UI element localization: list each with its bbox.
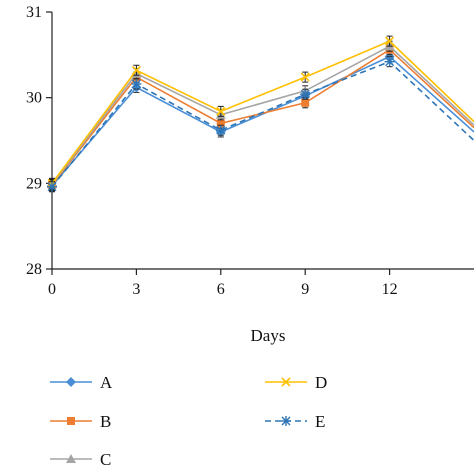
x-tick-label: 6 xyxy=(217,281,225,298)
legend-marker xyxy=(281,377,291,387)
legend-item-d: D xyxy=(265,373,327,392)
legend-item-b: B xyxy=(50,412,111,431)
y-tick-label: 28 xyxy=(26,261,42,278)
data-point-b xyxy=(216,119,225,128)
legend-item-c: C xyxy=(50,450,111,469)
legend-label: A xyxy=(100,373,113,392)
legend-item-a: A xyxy=(50,373,113,392)
series-layer xyxy=(47,35,474,193)
chart-axes: 28 29 30 31 0 3 6 9 12 xyxy=(26,4,474,298)
data-point-d xyxy=(131,65,141,75)
legend-label: B xyxy=(100,412,111,431)
x-tick-label: 0 xyxy=(48,281,56,298)
data-point-b xyxy=(301,98,310,107)
y-tick-label: 29 xyxy=(26,175,42,192)
data-point-d xyxy=(300,72,310,82)
series-a xyxy=(47,51,474,192)
x-tick-label: 12 xyxy=(382,281,398,298)
data-point-e xyxy=(384,56,395,67)
y-tick-label: 31 xyxy=(26,4,42,21)
series-line-e xyxy=(51,60,474,188)
series-d xyxy=(47,35,474,189)
x-tick-label: 3 xyxy=(132,281,140,298)
series-e xyxy=(47,56,474,193)
x-axis-title: Days xyxy=(251,326,286,345)
data-point-e xyxy=(300,89,311,100)
series-line-d xyxy=(51,40,474,184)
data-point-e xyxy=(215,125,226,136)
legend-marker xyxy=(67,417,75,425)
legend-item-e: E xyxy=(265,412,325,431)
y-tick-label: 30 xyxy=(26,90,42,107)
data-point-e xyxy=(47,181,57,192)
data-point-d xyxy=(216,106,226,116)
legend-label: C xyxy=(100,450,111,469)
series-line-b xyxy=(51,48,474,186)
series-line-a xyxy=(51,55,474,187)
legend-marker xyxy=(66,454,76,463)
x-tick-label: 9 xyxy=(301,281,309,298)
legend-marker xyxy=(66,377,76,387)
legend-label: E xyxy=(315,412,325,431)
legend-label: D xyxy=(315,373,327,392)
legend-marker xyxy=(281,416,291,426)
series-line-c xyxy=(51,45,474,185)
legend: A BC D E xyxy=(50,373,327,469)
data-point-d xyxy=(385,36,395,46)
data-point-e xyxy=(131,78,142,89)
